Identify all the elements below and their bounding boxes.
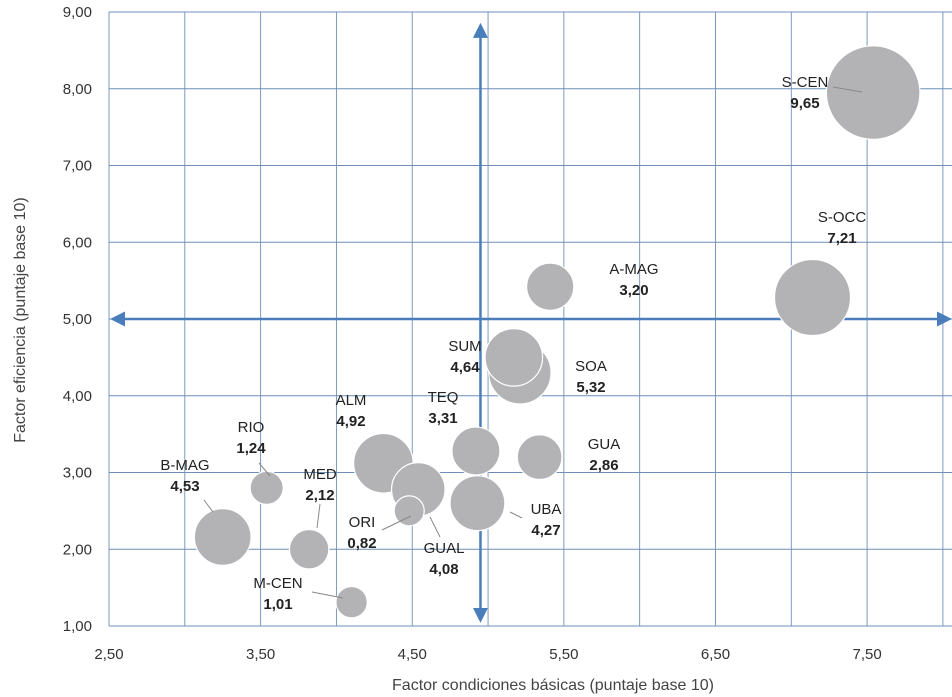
y-tick-label: 3,00 [63,465,92,482]
bubble-uba [449,475,506,532]
point-label: S-CEN [782,74,829,91]
point-value: 4,92 [336,413,365,430]
point-label: M-CEN [253,575,302,592]
y-tick-label: 5,00 [63,311,92,328]
bubble-m-cen [335,585,368,619]
bubble-a-mag [526,262,575,311]
leader-line [203,499,214,513]
leader-line [258,462,271,477]
point-value: 2,12 [305,487,334,504]
bubble-ori [393,495,425,527]
y-tick-label: 9,00 [63,4,92,21]
bubble-b-mag [193,508,252,566]
point-value: 1,01 [263,596,292,613]
point-value: 9,65 [790,95,819,112]
y-tick-label: 8,00 [63,81,92,98]
x-tick-label: 2,50 [94,646,123,663]
x-tick-labels: 2,50 3,50 4,50 5,50 6,50 7,50 [94,646,881,663]
x-tick-label: 3,50 [246,646,275,663]
bubble-gua [516,434,563,481]
y-tick-label: 2,00 [63,541,92,558]
bubble-med [288,528,330,570]
point-value: 4,53 [170,478,199,495]
point-label: S-OCC [818,209,867,226]
point-label: RIO [238,419,265,436]
point-value: 4,64 [450,359,480,376]
point-label: ORI [349,514,376,531]
point-value: 4,27 [531,522,560,539]
point-value: 7,21 [827,230,856,247]
leader-line [509,511,523,519]
point-label: UBA [531,501,562,518]
leader-lines [203,86,863,599]
point-label: B-MAG [160,457,209,474]
bubble-teq [451,426,501,476]
point-value: 3,31 [428,410,457,427]
y-tick-labels: 1,00 2,00 3,00 4,00 5,00 6,00 7,00 8,00 9,00 [63,4,92,635]
point-label: TEQ [428,389,459,406]
point-label: GUA [588,436,621,453]
point-value: 2,86 [589,457,618,474]
bubbles [193,45,921,619]
point-value: 4,08 [429,561,458,578]
x-tick-label: 5,50 [549,646,578,663]
x-tick-label: 4,50 [398,646,427,663]
leader-line [316,503,321,529]
point-label: A-MAG [609,261,658,278]
point-value: 1,24 [236,440,266,457]
y-axis-title: Factor eficiencia (puntaje base 10) [12,197,29,442]
point-value: 3,20 [619,282,648,299]
bubble-s-occ [773,258,852,337]
leader-line [381,515,412,531]
point-label: ALM [336,392,367,409]
leader-line [832,86,863,93]
x-tick-label: 6,50 [701,646,730,663]
point-label: MED [303,466,337,483]
point-value: 0,82 [347,535,376,552]
y-tick-label: 4,00 [63,388,92,405]
bubble-rio [249,470,284,505]
y-tick-label: 6,00 [63,234,92,251]
x-axis-title: Factor condiciones básicas (puntaje base… [392,677,714,694]
bubble-sum [484,328,544,387]
y-tick-label: 1,00 [63,618,92,635]
point-label: SUM [448,338,481,355]
point-value: 5,32 [576,379,605,396]
point-label: GUAL [424,540,465,557]
leader-line [311,591,344,599]
point-label: SOA [575,358,607,375]
bubble-s-cen [825,45,921,140]
y-tick-label: 7,00 [63,158,92,175]
leader-line [429,516,441,538]
bubble-labels: S-CEN 9,65 S-OCC 7,21 A-MAG 3,20 SOA 5,32 SUM 4,6… [160,74,866,613]
x-tick-label: 7,50 [852,646,881,663]
